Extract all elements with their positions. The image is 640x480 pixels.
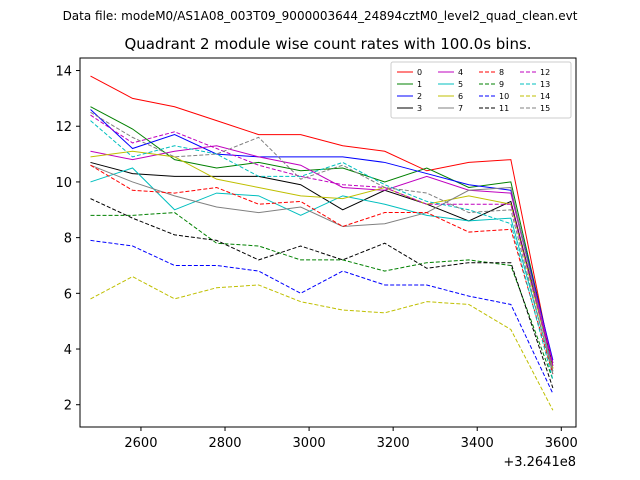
series-line-1 (90, 106, 554, 364)
y-tick-label: 8 (64, 232, 72, 247)
series-line-3 (90, 161, 554, 366)
legend-label-11: 11 (499, 104, 509, 113)
axes-frame (79, 57, 577, 428)
legend-box (390, 61, 572, 119)
series-line-6 (90, 150, 554, 369)
legend-label-5: 5 (458, 80, 463, 89)
x-axis-offset-label: +3.2641e8 (503, 455, 576, 470)
series-line-7 (90, 164, 554, 372)
y-tick-label: 10 (55, 176, 72, 191)
legend-label-4: 4 (458, 68, 463, 77)
legend-label-7: 7 (458, 104, 463, 113)
legend-label-0: 0 (417, 68, 422, 77)
series-line-0 (90, 75, 554, 369)
x-tick-label: 3400 (461, 436, 494, 451)
series-line-10 (90, 239, 554, 394)
y-tick-label: 2 (64, 399, 72, 414)
series-line-8 (90, 164, 554, 375)
series-line-15 (90, 111, 554, 375)
legend-label-2: 2 (417, 92, 422, 101)
x-tick-label: 3200 (377, 436, 410, 451)
series-line-11 (90, 198, 554, 389)
legend-label-6: 6 (458, 92, 463, 101)
legend-label-14: 14 (540, 92, 550, 101)
y-tick-label: 12 (55, 120, 72, 135)
legend-label-13: 13 (540, 80, 550, 89)
legend-label-9: 9 (499, 80, 504, 89)
x-tick-label: 2600 (124, 436, 157, 451)
x-tick-label: 3000 (293, 436, 326, 451)
series-line-12 (90, 114, 554, 366)
legend-label-15: 15 (540, 104, 550, 113)
series-line-9 (90, 212, 554, 380)
y-tick-label: 6 (64, 287, 72, 302)
legend-label-12: 12 (540, 68, 550, 77)
series-line-5 (90, 167, 554, 372)
series-line-13 (90, 120, 554, 380)
y-tick-label: 4 (64, 343, 72, 358)
y-tick-label: 14 (55, 65, 72, 80)
series-line-14 (90, 276, 554, 411)
series-line-2 (90, 109, 554, 361)
legend-label-8: 8 (499, 68, 504, 77)
legend-label-1: 1 (417, 80, 422, 89)
legend-label-10: 10 (499, 92, 509, 101)
figure-suptitle: Data file: modeM0/AS1A08_003T09_90000036… (63, 9, 578, 23)
series-line-4 (90, 145, 554, 364)
x-tick-label: 3600 (545, 436, 578, 451)
legend-label-3: 3 (417, 104, 422, 113)
chart-title: Quadrant 2 module wise count rates with … (124, 35, 531, 53)
x-tick-label: 2800 (208, 436, 241, 451)
